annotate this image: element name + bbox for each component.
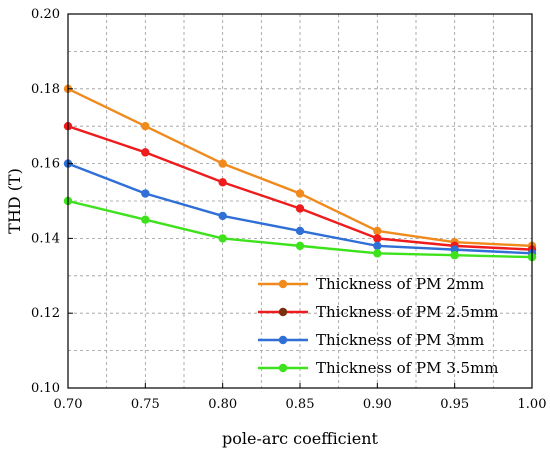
data-point — [141, 148, 150, 157]
legend-label: Thickness of PM 2.5mm — [316, 303, 499, 321]
data-point — [295, 226, 305, 236]
legend-swatch-marker — [278, 307, 288, 317]
legend-swatch-marker — [278, 335, 288, 345]
data-point — [373, 226, 382, 236]
x-axis-title: pole-arc coefficient — [222, 429, 379, 448]
legend-swatch-marker — [278, 363, 288, 373]
y-tick-label: 0.12 — [31, 306, 60, 321]
legend: Thickness of PM 2mm Thickness of PM 2.5mm… — [258, 275, 499, 377]
data-point — [218, 211, 227, 221]
legend-swatch-marker — [278, 279, 288, 289]
x-tick-label: 0.90 — [363, 397, 392, 412]
y-tick-label: 0.16 — [31, 157, 60, 172]
y-axis-title: THD (T) — [5, 168, 24, 234]
data-point — [295, 241, 305, 251]
data-point — [141, 215, 150, 224]
data-point — [295, 189, 305, 198]
data-point — [141, 189, 150, 198]
data-point — [373, 241, 382, 251]
axis-ticks: 0.70 0.75 0.80 0.85 0.90 0.95 1.00 0.10 0.12 0.14… — [31, 7, 546, 412]
y-tick-label: 0.10 — [31, 381, 60, 396]
legend-item: Thickness of PM 2mm — [258, 275, 484, 293]
data-point — [218, 234, 227, 243]
y-tick-label: 0.20 — [31, 7, 60, 22]
x-tick-label: 0.80 — [208, 397, 237, 412]
legend-item: Thickness of PM 2.5mm — [258, 303, 499, 321]
legend-item: Thickness of PM 3.5mm — [258, 359, 499, 377]
x-tick-label: 0.85 — [286, 397, 315, 412]
data-point — [450, 251, 459, 260]
data-point — [141, 122, 150, 131]
legend-label: Thickness of PM 3mm — [316, 331, 484, 349]
x-tick-label: 0.75 — [131, 397, 160, 412]
data-point — [295, 204, 305, 213]
legend-item: Thickness of PM 3mm — [258, 331, 484, 349]
x-tick-label: 1.00 — [518, 397, 547, 412]
data-point — [373, 234, 382, 243]
legend-label: Thickness of PM 2mm — [316, 275, 484, 293]
legend-label: Thickness of PM 3.5mm — [316, 359, 499, 377]
series-layer — [63, 84, 537, 262]
data-point — [218, 178, 227, 187]
x-tick-label: 0.70 — [54, 397, 83, 412]
y-tick-label: 0.18 — [31, 82, 60, 97]
data-point — [373, 249, 382, 258]
data-point — [218, 159, 227, 168]
y-tick-label: 0.14 — [31, 231, 60, 246]
x-tick-label: 0.95 — [440, 397, 469, 412]
